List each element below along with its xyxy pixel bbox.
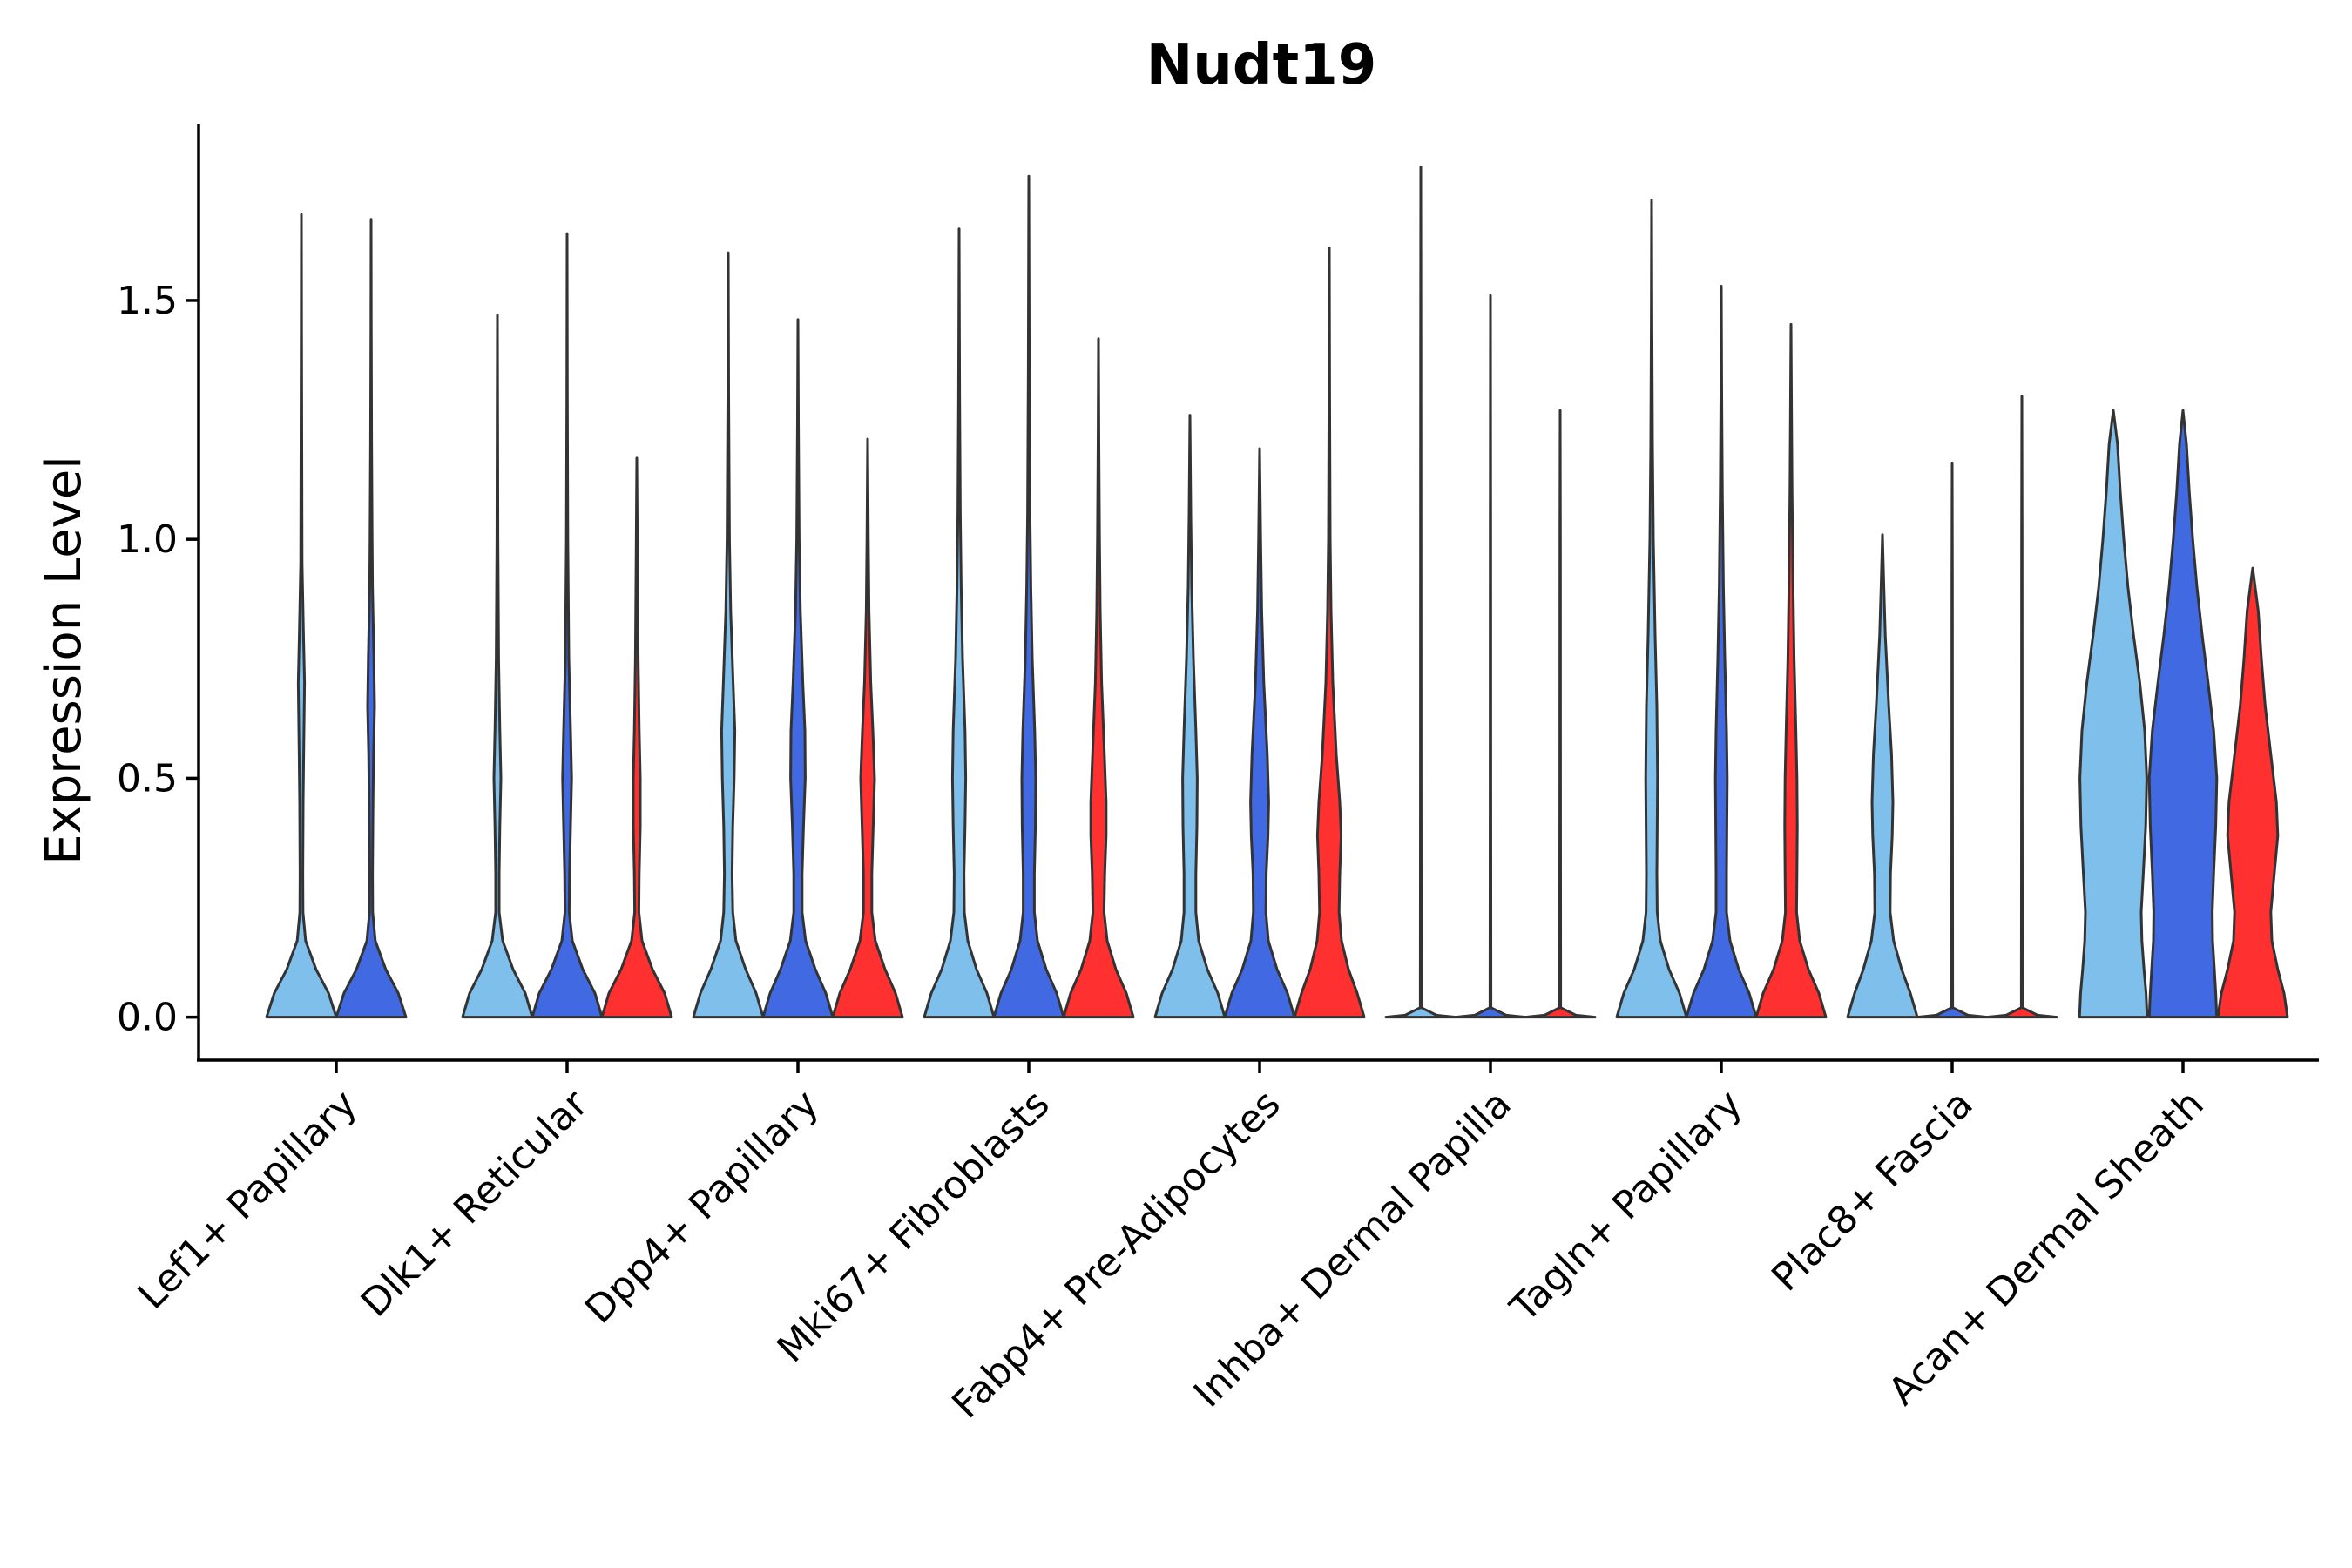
violin-4-0: [1153, 414, 1227, 1019]
violin-5-0: [1384, 165, 1457, 1019]
chart-title: Nudt19: [1146, 33, 1377, 98]
violin-5-1: [1454, 294, 1527, 1019]
y-axis-ticks: 0.0 0.5 1.0 1.5: [117, 279, 199, 1040]
violin-2-2: [831, 437, 904, 1019]
violin-6-2: [1754, 322, 1828, 1019]
violin-8-0: [2078, 409, 2149, 1019]
y-tick-label: 1.5: [117, 279, 178, 323]
y-tick-label: 0.0: [117, 996, 178, 1040]
violin-6-1: [1685, 285, 1758, 1019]
x-tick-label: Dpp4+ Papillary: [577, 1082, 828, 1333]
violin-2-1: [761, 318, 835, 1019]
violin-7-2: [1985, 395, 2058, 1019]
violin-1-1: [531, 232, 604, 1019]
violin-1-2: [600, 456, 673, 1019]
violin-8-1: [2147, 409, 2219, 1019]
violin-0-1: [335, 218, 408, 1019]
violin-1-0: [461, 313, 534, 1019]
violin-3-1: [992, 174, 1065, 1019]
x-tick-label: Lef1+ Papillary: [130, 1082, 366, 1318]
x-tick-label: Tagln+ Papillary: [1502, 1082, 1751, 1331]
violin-5-2: [1524, 409, 1597, 1019]
x-tick-label: Plac8+ Fascia: [1763, 1082, 1982, 1301]
violin-3-2: [1062, 337, 1135, 1019]
violin-6-0: [1615, 199, 1688, 1019]
violin-0-0: [265, 213, 338, 1019]
y-tick-label: 0.5: [117, 756, 178, 801]
violin-4-2: [1293, 247, 1366, 1019]
y-axis-label: Expression Level: [36, 456, 92, 865]
y-tick-label: 1.0: [117, 517, 178, 562]
x-tick-label: Dlk1+ Reticular: [353, 1081, 598, 1326]
violin-2-0: [692, 251, 765, 1019]
violin-4-1: [1223, 447, 1296, 1019]
violin-3-0: [923, 227, 996, 1019]
violin-8-2: [2216, 566, 2289, 1019]
violin-plot-area: [265, 165, 2289, 1019]
violin-7-0: [1846, 533, 1919, 1019]
violin-7-1: [1916, 461, 1989, 1019]
